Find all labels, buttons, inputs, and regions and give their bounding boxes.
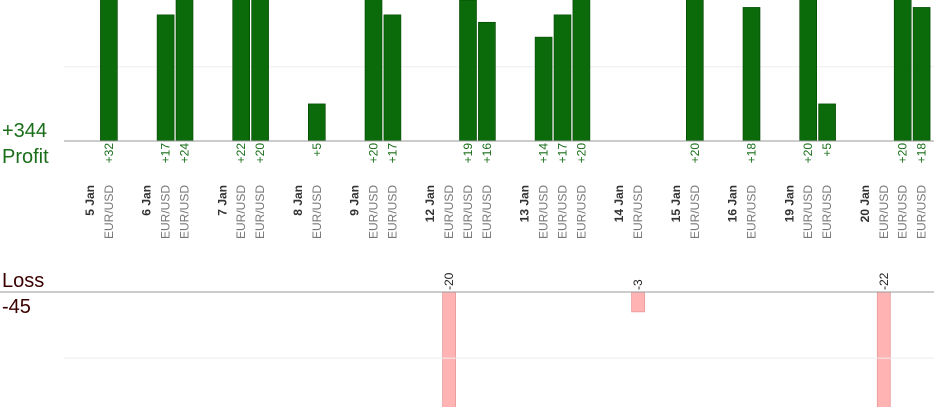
date-label: 16 Jan	[726, 185, 740, 222]
profit-value-label: +24	[178, 143, 192, 164]
loss-area	[442, 292, 891, 407]
profit-bar	[742, 7, 761, 142]
date-label: 19 Jan	[782, 185, 796, 222]
symbol-label: EUR/USD	[631, 185, 645, 239]
profit-bar	[307, 103, 326, 142]
date-label: 12 Jan	[423, 185, 437, 222]
loss-bar	[876, 292, 891, 407]
date-label: 9 Jan	[348, 185, 362, 216]
profit-value-label: +17	[385, 143, 399, 164]
date-label: 5 Jan	[83, 185, 97, 216]
date-label: 14 Jan	[612, 185, 626, 222]
profit-value-label: +22	[234, 143, 248, 164]
profit-bar	[156, 14, 175, 142]
profit-value-label: +16	[480, 143, 494, 164]
symbol-label: EUR/USD	[253, 185, 267, 239]
profit-bar	[572, 0, 591, 142]
profit-value-label: +20	[253, 143, 267, 164]
symbol-label: EUR/USD	[820, 185, 834, 239]
profit-value-label: +32	[102, 143, 116, 164]
symbol-label: EUR/USD	[234, 185, 248, 239]
profit-bar	[818, 103, 836, 142]
symbol-label: EUR/USD	[688, 185, 702, 239]
loss-total: -45	[2, 296, 31, 318]
symbol-label: EUR/USD	[745, 185, 759, 239]
symbol-label: EUR/USD	[896, 185, 910, 239]
profit-bar	[364, 0, 383, 142]
symbol-label: EUR/USD	[385, 185, 399, 239]
profit-value-label: +19	[461, 143, 475, 164]
profit-value-label: +20	[367, 143, 381, 164]
profit-value-label: +20	[574, 143, 588, 164]
profit-bar	[553, 14, 572, 142]
symbol-label: EUR/USD	[461, 185, 475, 239]
symbol-label: EUR/USD	[102, 185, 116, 239]
profit-bar	[478, 21, 496, 142]
loss-bar	[442, 292, 457, 407]
loss-bar	[631, 292, 645, 313]
symbol-label: EUR/USD	[480, 185, 494, 239]
profit-bar	[175, 0, 194, 142]
profit-total: +344	[2, 120, 47, 142]
symbol-label: EUR/USD	[537, 185, 551, 239]
profit-value-label: +17	[556, 143, 570, 164]
profit-value-label: +20	[896, 143, 910, 164]
symbol-label: EUR/USD	[574, 185, 588, 239]
profit-bar	[251, 0, 269, 142]
date-label: 20 Jan	[858, 185, 872, 222]
profit-bar	[100, 0, 118, 142]
profit-bar	[912, 7, 931, 142]
symbol-label: EUR/USD	[915, 185, 929, 239]
symbol-label: EUR/USD	[801, 185, 815, 239]
symbol-label: EUR/USD	[442, 185, 456, 239]
symbol-label: EUR/USD	[178, 185, 192, 239]
loss-value-label: -3	[631, 279, 645, 290]
profit-value-label: +18	[915, 143, 929, 164]
profit-bar	[232, 0, 250, 142]
profit-value-label: +5	[310, 143, 324, 157]
profit-bar	[534, 36, 553, 142]
symbol-label: EUR/USD	[556, 185, 570, 239]
loss-value-label: -20	[442, 272, 456, 290]
profit-value-label: +14	[537, 143, 551, 164]
profit-bar	[799, 0, 818, 142]
profit-value-label: +17	[159, 143, 173, 164]
loss-value-label: -22	[877, 272, 891, 290]
date-label: 6 Jan	[140, 185, 154, 216]
profit-value-label: +20	[688, 143, 702, 164]
symbol-label: EUR/USD	[877, 185, 891, 239]
symbol-label: EUR/USD	[367, 185, 381, 239]
symbol-label: EUR/USD	[159, 185, 173, 239]
profit-label: Profit	[2, 146, 49, 168]
profit-value-label: +20	[801, 143, 815, 164]
profit-bar	[685, 0, 704, 142]
profit-bar	[459, 0, 477, 142]
symbol-label: EUR/USD	[310, 185, 324, 239]
profit-value-label: +5	[820, 143, 834, 157]
profit-bar	[893, 0, 912, 142]
profit-bar	[383, 14, 402, 142]
profit-value-label: +18	[745, 143, 759, 164]
loss-label: Loss	[2, 270, 44, 292]
date-label: 8 Jan	[291, 185, 305, 216]
date-label: 7 Jan	[215, 185, 229, 216]
date-label: 15 Jan	[669, 185, 683, 222]
date-label: 13 Jan	[518, 185, 532, 222]
